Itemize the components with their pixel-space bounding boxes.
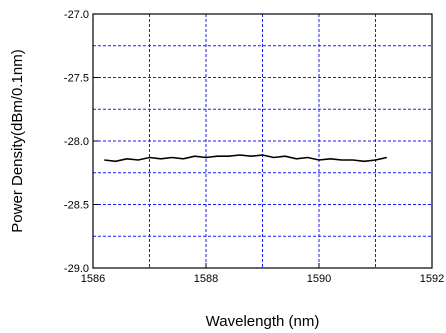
y-tick-label: -28.0 (64, 136, 89, 148)
y-tick-label: -27.0 (64, 9, 89, 21)
x-tick-label: 1588 (194, 273, 218, 285)
x-axis-label: Wavelength (nm) (206, 313, 320, 330)
tick-labels: 1586 1588 1590 1592 -29.0 -28.5 -28.0 -27.5 -27.… (64, 9, 444, 285)
x-tick-label: 1592 (420, 273, 444, 285)
y-tick-label: -28.5 (64, 200, 89, 212)
ticks (92, 13, 433, 269)
y-axis-label: Power Density(dBm/0.1nm) (9, 49, 26, 232)
grid (93, 14, 432, 268)
series-line (104, 154, 387, 163)
x-tick-label: 1590 (307, 273, 331, 285)
x-tick-label: 1586 (81, 273, 105, 285)
y-tick-label: -29.0 (64, 263, 89, 275)
y-tick-label: -27.5 (64, 73, 89, 85)
